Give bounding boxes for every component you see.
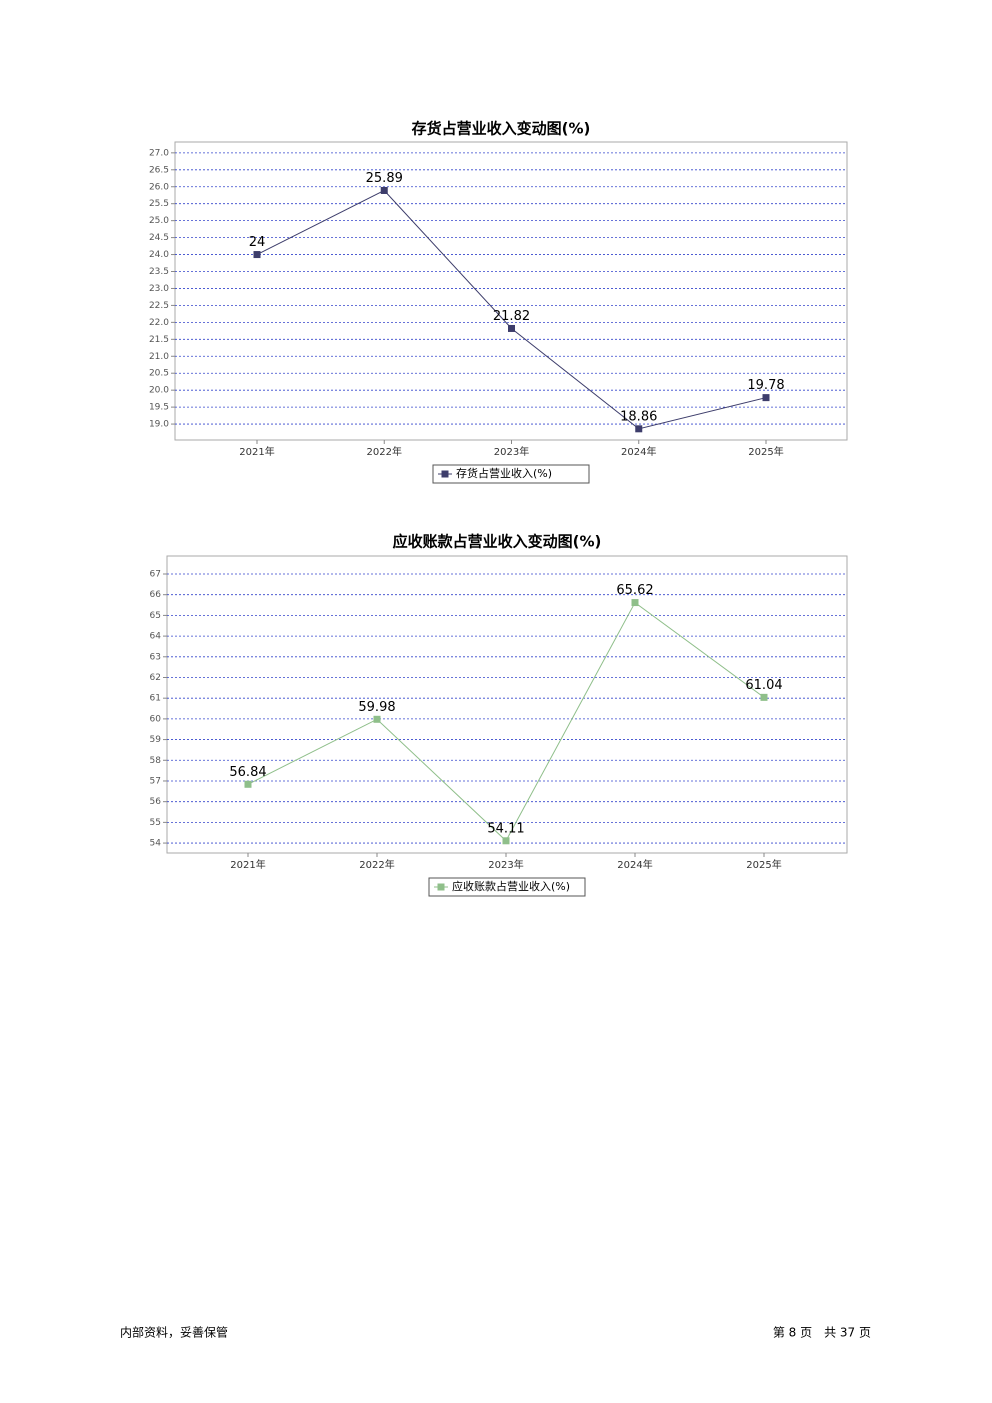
chart-title: 存货占营业收入变动图(%) [412,120,591,138]
legend-box [432,464,590,484]
y-tick-label: 26.0 [149,182,169,192]
y-tick-label: 60 [150,714,162,724]
data-label: 56.84 [229,765,266,780]
y-tick-label: 66 [150,590,162,600]
data-point [635,425,643,433]
data-point [253,251,261,259]
data-point [760,693,768,701]
y-tick-label: 25.0 [149,216,169,226]
legend-label: 存货占营业收入(%) [456,466,552,480]
y-tick-label: 65 [150,611,161,621]
data-label: 65.62 [616,583,653,598]
y-tick-label: 55 [150,818,161,828]
data-point [373,715,381,723]
y-tick-label: 27.0 [149,148,169,158]
y-tick-label: 19.5 [149,403,169,413]
data-point [380,186,388,194]
x-tick-label: 2024年 [617,858,652,871]
x-tick-label: 2023年 [494,445,529,458]
x-tick-label: 2025年 [746,858,781,871]
data-label: 54.11 [487,821,524,836]
y-tick-label: 23.0 [149,284,169,294]
y-tick-label: 56 [150,797,162,807]
y-tick-label: 61 [150,694,161,704]
y-tick-label: 62 [150,673,161,683]
legend-label: 应收账款占营业收入(%) [452,879,570,893]
y-tick-label: 58 [150,756,162,766]
y-tick-label: 21.0 [149,352,169,362]
legend-marker [437,883,445,891]
y-tick-label: 24.0 [149,250,169,260]
data-label: 25.89 [366,171,403,186]
plot-frame [166,555,848,854]
x-tick-label: 2021年 [230,858,265,871]
y-tick-label: 20.5 [149,369,169,379]
y-tick-label: 23.5 [149,267,169,277]
data-label: 19.78 [747,378,784,393]
data-point [762,394,770,402]
x-tick-label: 2024年 [621,445,656,458]
data-point [502,837,510,845]
y-tick-label: 21.5 [149,335,169,345]
y-tick-label: 59 [150,735,162,745]
data-label: 24 [249,235,266,250]
data-label: 21.82 [493,309,530,324]
x-tick-label: 2023年 [488,858,523,871]
footer-right: 第 8 页 共 37 页 [773,1326,871,1340]
data-point [508,324,515,332]
legend-box [428,877,586,897]
y-tick-label: 67 [150,570,161,580]
x-tick-label: 2025年 [748,445,783,458]
y-tick-label: 26.5 [149,165,169,175]
y-tick-label: 54 [150,839,162,849]
y-tick-label: 22.0 [149,318,169,328]
y-tick-label: 25.5 [149,199,169,209]
data-label: 59.98 [358,700,395,715]
y-tick-label: 63 [150,652,161,662]
data-label: 18.86 [620,409,657,424]
footer-left: 内部资料，妥善保管 [120,1325,228,1340]
x-tick-label: 2022年 [359,858,394,871]
data-point [631,599,639,607]
y-tick-label: 57 [150,776,161,786]
data-label: 61.04 [745,678,782,693]
y-tick-label: 22.5 [149,301,169,311]
x-tick-label: 2022年 [367,445,402,458]
y-tick-label: 19.0 [149,420,169,430]
x-tick-label: 2021年 [239,445,274,458]
data-point [244,780,252,788]
y-tick-label: 24.5 [149,233,169,243]
chart-title: 应收账款占营业收入变动图(%) [393,533,602,551]
legend-marker [441,470,449,478]
y-tick-label: 20.0 [149,386,169,396]
y-tick-label: 64 [150,632,162,642]
